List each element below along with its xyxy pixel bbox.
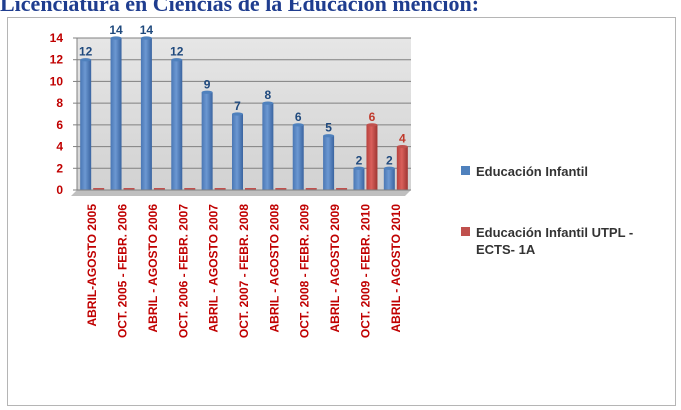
bar-zero	[214, 188, 226, 190]
plot-area	[77, 38, 411, 190]
data-label: 2	[386, 153, 393, 167]
data-label: 9	[204, 77, 211, 91]
bar-zero	[153, 188, 165, 190]
y-tick-label: 14	[50, 31, 64, 45]
bar-zero	[275, 188, 287, 190]
bar-top	[110, 36, 122, 40]
bar-educacion-infantil-utpl	[366, 124, 378, 190]
bar-top	[140, 36, 152, 40]
bar-top	[232, 112, 243, 116]
legend-item-educacion-infantil-utpl[interactable]: Educación Infantil UTPL - ECTS- 1A	[461, 224, 676, 258]
x-tick-label: ABRIL - AGOSTO 2007	[207, 204, 221, 333]
bar-zero	[184, 188, 196, 190]
plot-floor	[71, 190, 411, 196]
x-tick-label: OCT. 2009 - FEBR. 2010	[358, 204, 372, 338]
legend-label: Educación Infantil	[476, 164, 588, 179]
x-tick-label: OCT. 2005 - FEBR. 2006	[116, 204, 130, 338]
bar-educacion-infantil	[140, 38, 152, 190]
bar-zero	[123, 188, 135, 190]
bar-zero	[245, 188, 256, 190]
x-tick-label: ABRIL - AGOSTO 2009	[328, 204, 342, 333]
bar-top	[292, 123, 304, 127]
data-label: 8	[265, 88, 272, 102]
y-tick-label: 12	[50, 53, 64, 67]
data-label: 14	[140, 23, 154, 37]
x-tick-label: OCT. 2008 - FEBR. 2009	[298, 204, 312, 338]
y-tick-label: 4	[56, 140, 63, 154]
y-tick-label: 10	[50, 74, 64, 88]
y-tick-label: 8	[56, 96, 63, 110]
x-tick-label: ABRIL - AGOSTO 2006	[146, 204, 160, 333]
bar-educacion-infantil	[201, 92, 213, 190]
data-label: 4	[399, 132, 406, 146]
bar-top	[396, 144, 408, 149]
data-label: 5	[325, 121, 332, 135]
page-title: Licenciatura en Ciencias de la Educación…	[0, 0, 480, 16]
bar-educacion-infantil-utpl	[396, 146, 408, 190]
legend-swatch-red	[461, 227, 470, 236]
data-label: 12	[170, 45, 184, 59]
legend-item-educacion-infantil[interactable]: Educación Infantil	[461, 163, 676, 180]
bar-educacion-infantil	[80, 59, 92, 190]
bar-educacion-infantil	[171, 59, 183, 190]
bar-educacion-infantil	[232, 114, 243, 190]
bar-educacion-infantil	[262, 103, 274, 190]
y-tick-label: 2	[56, 161, 63, 175]
data-label: 6	[369, 110, 376, 124]
x-tick-label: ABRIL - AGOSTO 2010	[389, 204, 403, 333]
bar-educacion-infantil	[353, 168, 365, 190]
bar-educacion-infantil	[110, 38, 122, 190]
bar-educacion-infantil	[323, 135, 335, 190]
bar-zero	[93, 188, 105, 190]
data-label: 12	[79, 45, 93, 59]
data-label: 6	[295, 110, 302, 124]
data-label: 2	[356, 153, 363, 167]
x-tick-label: ABRIL-AGOSTO 2005	[85, 204, 99, 327]
bar-top	[201, 90, 213, 94]
bar-top	[353, 166, 365, 170]
y-tick-label: 6	[56, 118, 63, 132]
bar-top	[323, 134, 335, 138]
x-tick-label: OCT. 2007 - FEBR. 2008	[237, 204, 251, 338]
bar-top	[366, 123, 378, 127]
bar-educacion-infantil	[292, 124, 304, 190]
data-label: 7	[234, 99, 241, 113]
x-tick-label: ABRIL - AGOSTO 2008	[267, 204, 281, 333]
bar-top	[80, 58, 92, 62]
x-tick-label: OCT. 2006 - FEBR. 2007	[176, 204, 190, 338]
legend: Educación Infantil Educación Infantil UT…	[461, 163, 676, 302]
legend-label: Educación Infantil UTPL - ECTS- 1A	[476, 225, 634, 257]
bar-top	[383, 166, 395, 170]
bar-top	[171, 58, 183, 62]
bar-zero	[336, 188, 348, 190]
data-label: 14	[109, 23, 123, 37]
bar-top	[262, 101, 274, 105]
y-tick-label: 0	[56, 183, 63, 197]
legend-swatch-blue	[461, 166, 470, 175]
bar-zero	[305, 188, 317, 190]
bar-educacion-infantil	[383, 168, 395, 190]
